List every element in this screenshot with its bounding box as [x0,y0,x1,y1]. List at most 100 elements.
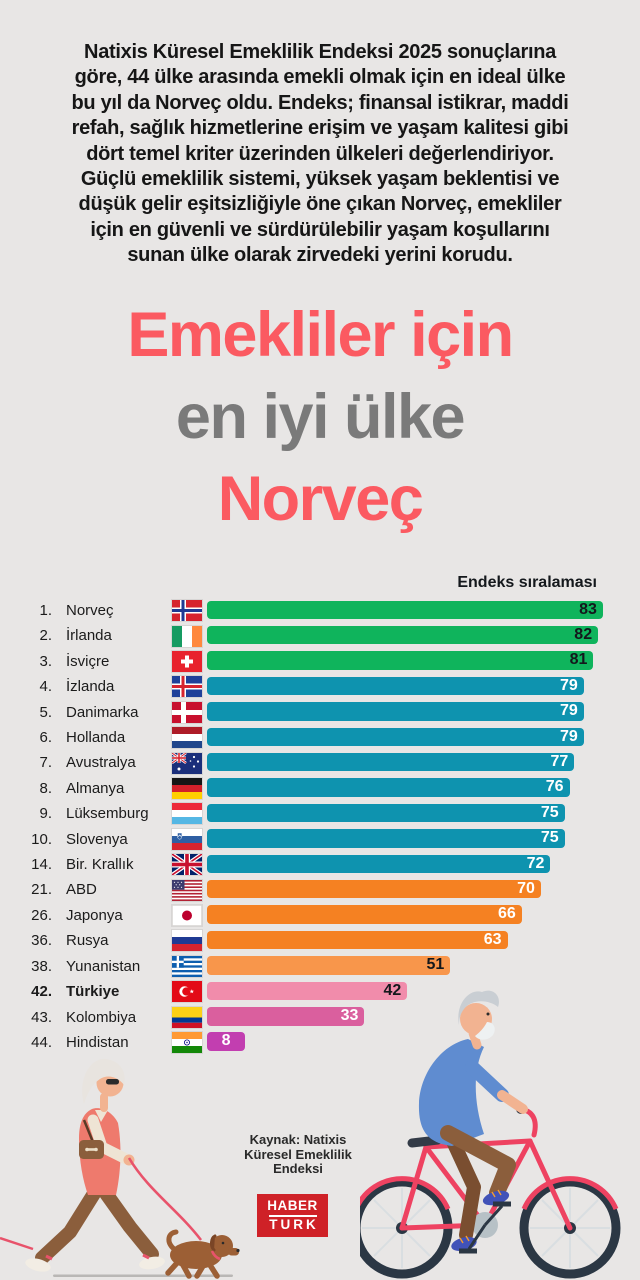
score-bar: 77 [207,752,575,772]
title-line: en iyi ülke [175,382,466,452]
rank-label: 6. [39,729,52,747]
rank-label: 5. [39,703,52,721]
elderly-man-on-bicycle-illustration [360,990,621,1279]
source-note: Kaynak: Natixis Küresel Emeklilik Endeks… [198,1132,398,1177]
ranking-row: 38. Yunanistan 51 [0,954,640,979]
rank-label: 14. [31,856,52,874]
source-line: Kaynak: Natixis [249,1132,347,1147]
flag-ireland-icon [171,624,203,648]
score-bar: 72 [207,854,551,874]
flag-colombia-icon [171,1005,203,1029]
ranking-row: 3. İsviçre 81 [0,649,640,674]
score-bar: 51 [207,956,451,975]
score-bar: 70 [207,879,541,899]
score-bar: 81 [207,651,594,670]
intro-line: için en güvenli ve sürdürülebilir yaşam … [90,218,550,241]
score-value: 75 [540,803,559,821]
flag-denmark-icon [171,700,203,724]
ranking-row: 9. Lüksemburg 75 [0,801,640,826]
rank-label: 1. [39,602,52,619]
score-value: 79 [560,676,578,694]
ranking-row: 10. Slovenya 75 [0,827,640,852]
score-value: 81 [569,651,588,669]
flag-india-icon [171,1031,203,1055]
title-line: Norveç [217,464,424,534]
score-bar: 63 [207,930,508,950]
page-title: Emekliler için en iyi ülke Norveç [0,294,640,540]
score-bar: 83 [207,600,603,619]
ranking-row: 6. Hollanda 79 [0,725,640,750]
country-label: İsviçre [66,652,110,670]
country-label: Lüksemburg [66,805,149,823]
intro-line: refah, sağlık hizmetlerine erişim ve yaş… [71,117,569,140]
flag-luxembourg-icon [171,802,203,826]
country-label: İrlanda [66,627,112,645]
intro-line: bu yıl da Norveç oldu. Endeks; finansal … [71,91,569,114]
score-value: 51 [426,956,445,974]
source-line: Endeksi [273,1161,323,1177]
country-label: Yunanistan [66,957,141,975]
ranking-row: 43. Kolombiya 33 [0,1005,640,1030]
ranking-row: 2. İrlanda 82 [0,623,640,648]
score-value: 75 [540,829,559,847]
country-label: Norveç [66,602,114,619]
rank-label: 43. [31,1008,52,1026]
rank-label: 44. [31,1033,52,1051]
ranking-row: 1. Norveç 83 [0,598,640,623]
ranking-row: 14. Bir. Krallık 72 [0,852,640,877]
ranking-row: 42. Türkiye 42 [0,979,640,1004]
score-value: 8 [221,1032,231,1050]
rank-label: 4. [39,678,52,696]
haberturk-logo: HABER TURK [257,1194,328,1237]
rank-label: 38. [31,957,52,975]
ranking-row: 4. İzlanda 79 [0,674,640,699]
country-label: Danimarka [66,703,139,721]
score-value: 79 [560,727,578,745]
country-label: Almanya [66,779,125,797]
country-label: Türkiye [66,983,120,1001]
ranking-row: 5. Danimarka 79 [0,700,640,725]
flag-slovenia-icon [171,827,203,851]
country-label: Bir. Krallık [66,856,134,874]
rank-label: 3. [39,652,52,670]
flag-norway-icon [171,599,203,623]
flag-germany-icon [171,777,203,801]
title-line: Emekliler için [127,300,514,370]
elderly-woman-walking-dog-illustration [0,1058,240,1279]
ranking-row: 21. ABD 70 [0,877,640,902]
shoe [25,1253,165,1272]
logo-divider [268,1214,317,1217]
score-value: 42 [383,981,402,999]
score-value: 76 [545,778,564,796]
country-label: Hindistan [66,1033,129,1051]
score-value: 63 [483,930,502,948]
flag-netherlands-icon [171,726,203,750]
country-label: Slovenya [66,830,128,848]
intro-paragraph: Natixis Küresel Emeklilik Endeksi 2025 s… [25,40,615,269]
score-bar: 66 [207,905,522,924]
ranking-row: 44. Hindistan 8 [0,1030,640,1055]
logo-text-top: HABER [267,1198,318,1213]
country-label: Japonya [66,906,123,924]
country-label: İzlanda [66,678,115,696]
score-bar: 82 [207,625,599,645]
ranking-row: 7. Avustralya 77 [0,750,640,775]
flag-japan-icon [171,904,203,928]
score-value: 83 [579,600,597,618]
rank-label: 2. [39,627,52,645]
country-label: ABD [66,881,97,899]
country-label: Rusya [66,932,109,950]
rank-label: 8. [39,779,52,797]
flag-turkey-icon [171,980,203,1004]
country-label: Hollanda [66,729,126,747]
intro-line: Natixis Küresel Emeklilik Endeksi 2025 s… [84,41,556,63]
score-bar: 79 [207,727,584,747]
score-value: 77 [550,752,569,770]
rank-label: 10. [31,830,52,848]
flag-uk-icon [171,853,203,877]
pouch [79,1140,104,1159]
rank-label: 21. [31,881,52,899]
intro-line: Güçlü emeklilik sistemi, yüksek yaşam be… [80,168,560,191]
score-value: 70 [517,879,535,897]
